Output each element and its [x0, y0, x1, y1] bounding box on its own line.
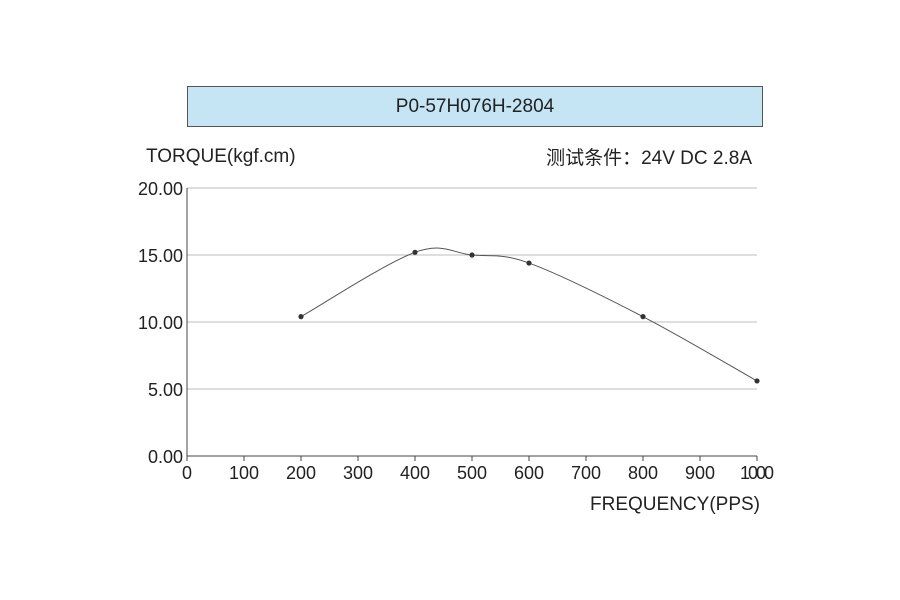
- y-axis-label: TORQUE(kgf.cm): [146, 146, 296, 167]
- y-tick-label: 5.00: [148, 380, 183, 400]
- x-tick-label: 700: [571, 463, 601, 483]
- data-point: [526, 260, 532, 266]
- chart-title-box: P0-57H076H-2804: [187, 86, 763, 127]
- x-tick-label: 800: [628, 463, 658, 483]
- y-tick-label: 20.00: [138, 179, 183, 199]
- y-tick-label: 0.00: [148, 447, 183, 467]
- data-point: [412, 249, 418, 255]
- y-tick-label: 15.00: [138, 246, 183, 266]
- x-axis-label: FREQUENCY(PPS): [590, 494, 760, 515]
- x-tick-label: 400: [400, 463, 430, 483]
- y-tick-label: 10.00: [138, 313, 183, 333]
- torque-curve: [300, 247, 758, 382]
- x-tick-label: 600: [514, 463, 544, 483]
- x-tick-label: 900: [685, 463, 715, 483]
- x-tick-label: 200: [286, 463, 316, 483]
- data-point: [640, 314, 646, 320]
- x-tick-label: 0: [182, 463, 192, 483]
- x-tick-label: 100: [229, 463, 259, 483]
- x-tick-label: 1000: [740, 463, 774, 483]
- x-tick-label: 500: [457, 463, 487, 483]
- data-point: [469, 252, 475, 258]
- data-point: [298, 314, 304, 320]
- chart-title: P0-57H076H-2804: [395, 95, 555, 117]
- data-point: [754, 378, 760, 384]
- x-tick-label: 300: [343, 463, 373, 483]
- test-condition-label: 测试条件：24V DC 2.8A: [546, 148, 752, 169]
